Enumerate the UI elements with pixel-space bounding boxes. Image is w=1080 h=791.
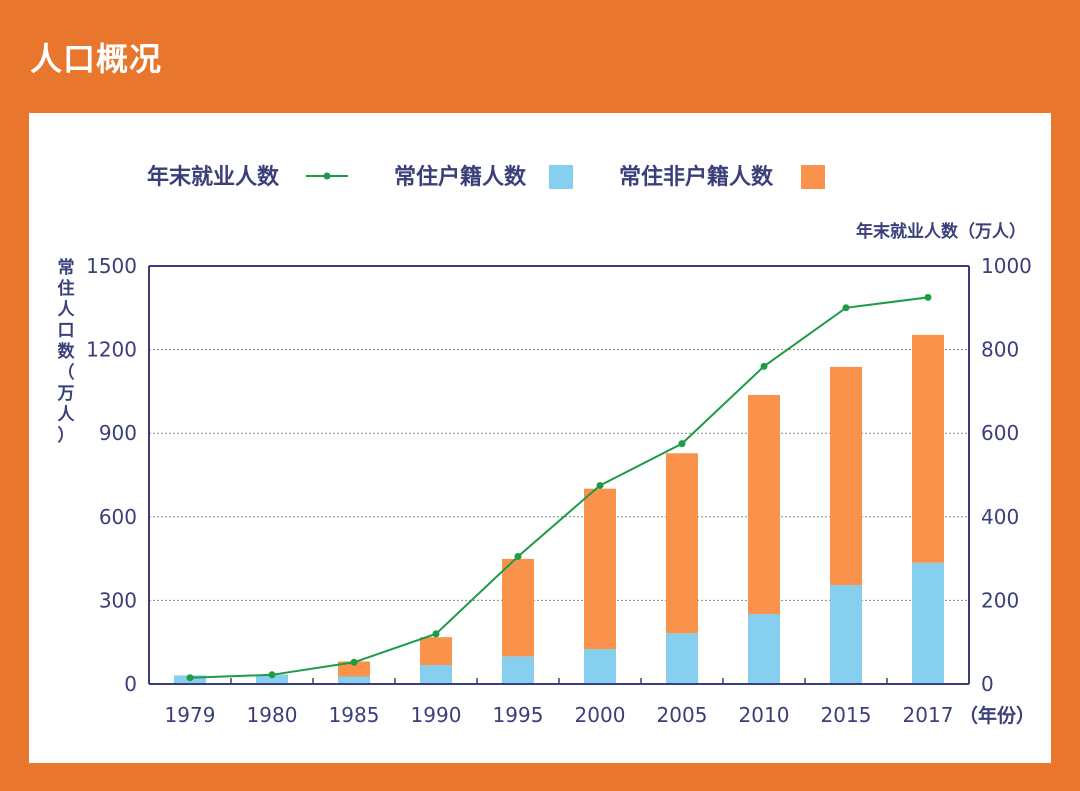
employment-point: [514, 553, 522, 561]
employment-line: [186, 293, 932, 682]
employment-point: [924, 293, 932, 301]
employment-point: [760, 362, 768, 370]
left-tick-label: 1500: [86, 254, 137, 278]
x-tick-label: 1985: [329, 703, 380, 727]
right-tick-label: 800: [981, 338, 1019, 362]
legend-swatch-non-registered: [801, 165, 825, 189]
bar-registered: [748, 614, 780, 684]
left-axis-label: 常住人口数（万人）: [57, 257, 76, 446]
x-tick-label: 1990: [411, 703, 462, 727]
employment-point: [186, 674, 194, 682]
employment-point: [842, 304, 850, 312]
page-title: 人口概况: [30, 40, 163, 78]
x-axis-unit: （年份）: [959, 704, 1035, 727]
legend-label-non-registered: 常住非户籍人数: [619, 164, 774, 190]
left-tick-label: 300: [99, 588, 137, 612]
chart-panel: 0 300 600 900 1200 1500 0 200 400 600 800 1000 1979 1…: [29, 113, 1051, 763]
bar-non-registered: [666, 453, 698, 634]
bar-non-registered: [748, 395, 780, 615]
right-tick-label: 1000: [981, 254, 1032, 278]
bar-registered: [256, 674, 288, 684]
employment-polyline: [189, 296, 929, 679]
left-tick-label: 1200: [86, 338, 137, 362]
bar-registered: [420, 665, 452, 684]
legend: 年末就业人数 常住户籍人数 常住非户籍人数: [147, 164, 825, 190]
bar-registered: [666, 633, 698, 684]
population-chart: 0 300 600 900 1200 1500 0 200 400 600 800 1000 1979 1…: [57, 164, 1036, 727]
bar-non-registered: [502, 558, 534, 657]
axes: 0 300 600 900 1200 1500 0 200 400 600 800 1000 1979 1…: [86, 254, 1032, 727]
left-tick-label: 900: [99, 421, 137, 445]
employment-point: [432, 630, 440, 638]
right-tick-label: 0: [981, 672, 994, 696]
x-tick-label: 2000: [575, 703, 626, 727]
bar-non-registered: [830, 366, 862, 586]
bar-registered: [502, 656, 534, 684]
bar-non-registered: [338, 661, 370, 677]
legend-swatch-registered: [549, 165, 573, 189]
legend-swatch-employment-dot: [323, 172, 331, 180]
legend-label-employment: 年末就业人数: [147, 164, 280, 190]
bar-registered: [912, 562, 944, 684]
right-axis-label: 年末就业人数（万人）: [856, 221, 1026, 242]
x-tick-label: 2005: [657, 703, 708, 727]
bar-non-registered: [420, 637, 452, 666]
legend-label-registered: 常住户籍人数: [394, 164, 527, 190]
right-tick-label: 400: [981, 505, 1019, 529]
x-tick-label: 1980: [247, 703, 298, 727]
right-tick-label: 600: [981, 421, 1019, 445]
left-tick-label: 600: [99, 505, 137, 529]
bar-registered: [830, 585, 862, 684]
bar-non-registered: [584, 488, 616, 650]
bar-registered: [584, 649, 616, 684]
x-tick-label: 2010: [739, 703, 790, 727]
employment-point: [678, 440, 686, 448]
employment-point: [350, 658, 358, 666]
x-tick-label: 2017: [903, 703, 954, 727]
right-tick-label: 200: [981, 588, 1019, 612]
employment-point: [268, 671, 276, 679]
x-tick-label: 1979: [165, 703, 216, 727]
grid-lines: [149, 349, 969, 601]
x-tick-label: 2015: [821, 703, 872, 727]
bar-non-registered: [912, 334, 944, 563]
bars: [174, 334, 944, 684]
x-tick-label: 1995: [493, 703, 544, 727]
left-tick-label: 0: [124, 672, 137, 696]
employment-point: [596, 481, 604, 489]
bar-registered: [338, 676, 370, 684]
